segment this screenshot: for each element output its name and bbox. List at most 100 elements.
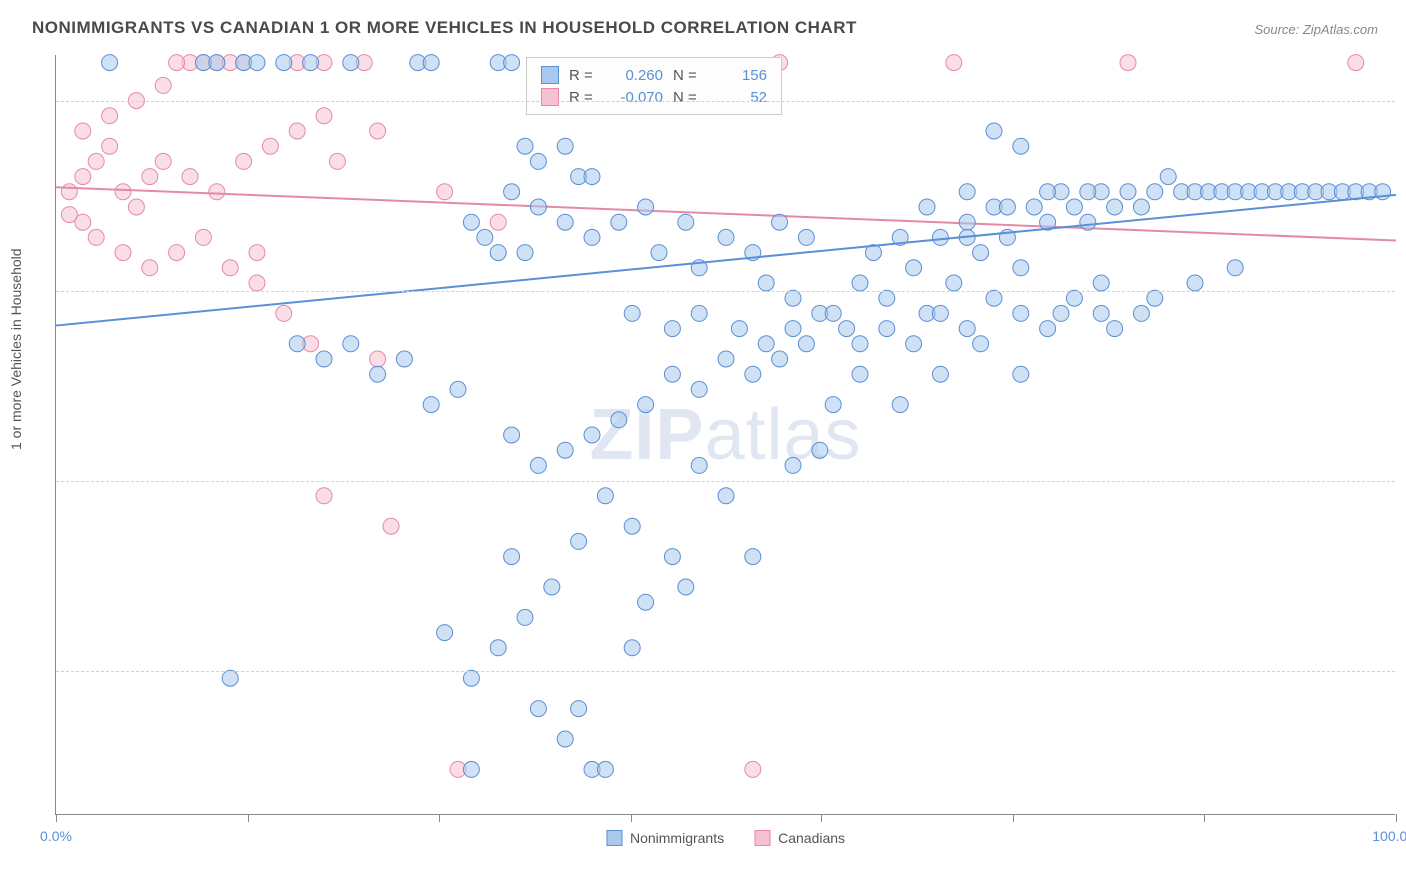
blue-point xyxy=(718,229,734,245)
blue-point xyxy=(463,670,479,686)
grid-line xyxy=(56,481,1395,482)
source-name: ZipAtlas.com xyxy=(1303,22,1378,37)
source-credit: Source: ZipAtlas.com xyxy=(1254,22,1378,37)
blue-point xyxy=(758,275,774,291)
blue-point xyxy=(1040,321,1056,337)
blue-point xyxy=(678,579,694,595)
x-tick xyxy=(56,814,57,822)
blue-point xyxy=(1107,199,1123,215)
blue-point xyxy=(557,731,573,747)
blue-point xyxy=(999,199,1015,215)
pink-point xyxy=(142,260,158,276)
pink-point xyxy=(249,245,265,261)
pink-point xyxy=(115,245,131,261)
blue-point xyxy=(946,275,962,291)
blue-point xyxy=(973,336,989,352)
blue-point xyxy=(1013,305,1029,321)
blue-point xyxy=(1026,199,1042,215)
pink-point xyxy=(316,108,332,124)
blue-point xyxy=(517,245,533,261)
blue-point xyxy=(973,245,989,261)
blue-point xyxy=(879,321,895,337)
blue-point xyxy=(584,427,600,443)
blue-point xyxy=(504,427,520,443)
blue-point xyxy=(959,214,975,230)
blue-point xyxy=(932,305,948,321)
blue-point xyxy=(557,138,573,154)
x-tick-label: 100.0% xyxy=(1372,828,1406,844)
blue-point xyxy=(745,549,761,565)
blue-point xyxy=(959,321,975,337)
pink-point xyxy=(115,184,131,200)
source-prefix: Source: xyxy=(1254,22,1302,37)
grid-line xyxy=(56,671,1395,672)
blue-point xyxy=(772,351,788,367)
blue-point xyxy=(490,640,506,656)
pink-point xyxy=(142,169,158,185)
stats-r-label: R = xyxy=(569,89,597,106)
blue-point xyxy=(879,290,895,306)
pink-point xyxy=(155,153,171,169)
blue-point xyxy=(745,366,761,382)
pink-point xyxy=(128,199,144,215)
blue-point xyxy=(249,55,265,71)
pink-point xyxy=(437,184,453,200)
pink-point xyxy=(1120,55,1136,71)
pink-point xyxy=(370,351,386,367)
blue-point xyxy=(1227,260,1243,276)
blue-point xyxy=(1080,184,1096,200)
stats-swatch-blue xyxy=(541,66,559,84)
blue-point xyxy=(906,260,922,276)
pink-point xyxy=(222,260,238,276)
legend-label-pink: Canadians xyxy=(778,830,845,846)
blue-point xyxy=(1013,260,1029,276)
pink-point xyxy=(102,138,118,154)
blue-point xyxy=(624,518,640,534)
blue-point xyxy=(1053,305,1069,321)
blue-point xyxy=(1013,138,1029,154)
blue-point xyxy=(222,670,238,686)
blue-point xyxy=(1093,275,1109,291)
stats-r-val-blue: 0.260 xyxy=(607,67,663,84)
blue-point xyxy=(1133,305,1149,321)
stats-n-val-blue: 156 xyxy=(711,67,767,84)
x-tick xyxy=(439,814,440,822)
pink-point xyxy=(75,214,91,230)
pink-point xyxy=(370,123,386,139)
blue-point xyxy=(1013,366,1029,382)
pink-point xyxy=(169,55,185,71)
blue-point xyxy=(691,381,707,397)
blue-point xyxy=(906,336,922,352)
pink-point xyxy=(169,245,185,261)
x-tick xyxy=(821,814,822,822)
stats-row-pink: R = -0.070 N = 52 xyxy=(541,86,767,108)
blue-point xyxy=(517,609,533,625)
blue-point xyxy=(584,169,600,185)
stats-row-blue: R = 0.260 N = 156 xyxy=(541,64,767,86)
pink-point xyxy=(155,77,171,93)
blue-point xyxy=(504,549,520,565)
x-tick xyxy=(248,814,249,822)
blue-point xyxy=(477,229,493,245)
blue-point xyxy=(932,366,948,382)
pink-point xyxy=(61,184,77,200)
pink-point xyxy=(249,275,265,291)
pink-point xyxy=(745,761,761,777)
blue-point xyxy=(1147,184,1163,200)
legend-swatch-pink xyxy=(754,830,770,846)
blue-point xyxy=(758,336,774,352)
blue-point xyxy=(718,351,734,367)
blue-point xyxy=(544,579,560,595)
pink-point xyxy=(490,214,506,230)
blue-point xyxy=(517,138,533,154)
blue-point xyxy=(825,397,841,413)
pink-point xyxy=(289,123,305,139)
blue-point xyxy=(1160,169,1176,185)
blue-point xyxy=(986,290,1002,306)
blue-point xyxy=(1040,184,1056,200)
legend-bottom: Nonimmigrants Canadians xyxy=(606,830,845,846)
blue-point xyxy=(530,153,546,169)
stats-r-label: R = xyxy=(569,67,597,84)
blue-point xyxy=(986,123,1002,139)
grid-line xyxy=(56,291,1395,292)
